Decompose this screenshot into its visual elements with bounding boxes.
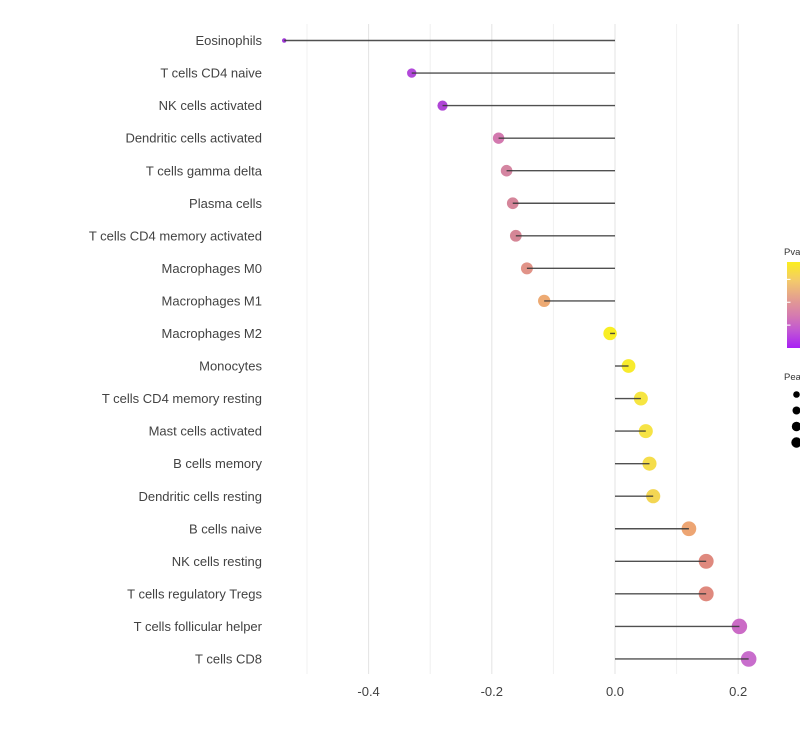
x-axis-tick-label: 0.0 [606, 684, 624, 699]
legend-size-dot [793, 407, 800, 415]
y-axis-label: NK cells activated [159, 98, 262, 113]
lollipop-row: Dendritic cells resting [138, 489, 660, 504]
y-axis-label: Monocytes [199, 359, 262, 374]
y-axis-label: T cells CD8 [195, 652, 262, 667]
lollipop-row: NK cells activated [159, 98, 615, 113]
lollipop-row: Plasma cells [189, 196, 615, 211]
lollipop-rows: Eosinophils T cells CD4 naive NK cells act… [89, 33, 757, 667]
x-axis-tick-label: -0.2 [481, 684, 503, 699]
lollipop-row: Eosinophils [196, 33, 616, 48]
legend-size-dot [793, 391, 800, 398]
y-axis-label: Macrophages M0 [162, 261, 262, 276]
y-axis-label: Macrophages M2 [162, 326, 262, 341]
y-axis-label: T cells CD4 naive [160, 66, 262, 81]
lollipop-row: Monocytes [199, 359, 635, 374]
x-axis: -0.4 -0.2 0.0 0.2 [357, 684, 747, 699]
y-axis-label: T cells CD4 memory activated [89, 228, 262, 243]
y-axis-label: T cells follicular helper [134, 619, 263, 634]
panel-gridlines [307, 24, 738, 674]
pvalue-colorbar [787, 262, 800, 348]
legend-pearson-title: Pearson [784, 372, 800, 383]
y-axis-label: Eosinophils [196, 33, 263, 48]
legend-pearson: Pearson-0.4-0.20.00.2 [784, 372, 800, 448]
y-axis-label: Plasma cells [189, 196, 262, 211]
legend-pvalue: Pvalue0.750.500.25 [784, 247, 800, 348]
lollipop-row: T cells CD4 memory activated [89, 228, 615, 243]
lollipop-chart-figure: Eosinophils T cells CD4 naive NK cells act… [40, 16, 800, 716]
y-axis-label: NK cells resting [172, 554, 262, 569]
lollipop-row: Macrophages M1 [162, 293, 615, 308]
y-axis-label: T cells gamma delta [146, 163, 263, 178]
lollipop-row: T cells CD4 naive [160, 66, 615, 81]
lollipop-row: B cells memory [173, 456, 656, 471]
lollipop-row: T cells follicular helper [134, 619, 748, 634]
y-axis-label: Dendritic cells activated [125, 131, 262, 146]
lollipop-row: T cells CD4 memory resting [102, 391, 648, 406]
lollipop-row: B cells naive [189, 521, 696, 536]
y-axis-label: Dendritic cells resting [138, 489, 262, 504]
lollipop-row: Macrophages M0 [162, 261, 615, 276]
y-axis-label: T cells CD4 memory resting [102, 391, 262, 406]
y-axis-label: T cells regulatory Tregs [127, 586, 262, 601]
lollipop-row: Dendritic cells activated [125, 131, 615, 146]
x-axis-tick-label: 0.2 [729, 684, 747, 699]
lollipop-row: T cells gamma delta [146, 163, 615, 178]
legend-size-dot [791, 437, 800, 447]
y-axis-label: Mast cells activated [149, 424, 262, 439]
chart-canvas: Eosinophils T cells CD4 naive NK cells act… [40, 16, 800, 716]
lollipop-row: Macrophages M2 [162, 326, 617, 341]
legend-pvalue-title: Pvalue [784, 247, 800, 258]
y-axis-label: B cells naive [189, 521, 262, 536]
x-axis-tick-label: -0.4 [357, 684, 379, 699]
lollipop-row: NK cells resting [172, 554, 714, 569]
legend-size-dot [792, 422, 800, 431]
lollipop-row: T cells regulatory Tregs [127, 586, 714, 601]
lollipop-row: Mast cells activated [149, 424, 653, 439]
lollipop-row: T cells CD8 [195, 651, 756, 667]
y-axis-label: Macrophages M1 [162, 293, 262, 308]
y-axis-label: B cells memory [173, 456, 262, 471]
